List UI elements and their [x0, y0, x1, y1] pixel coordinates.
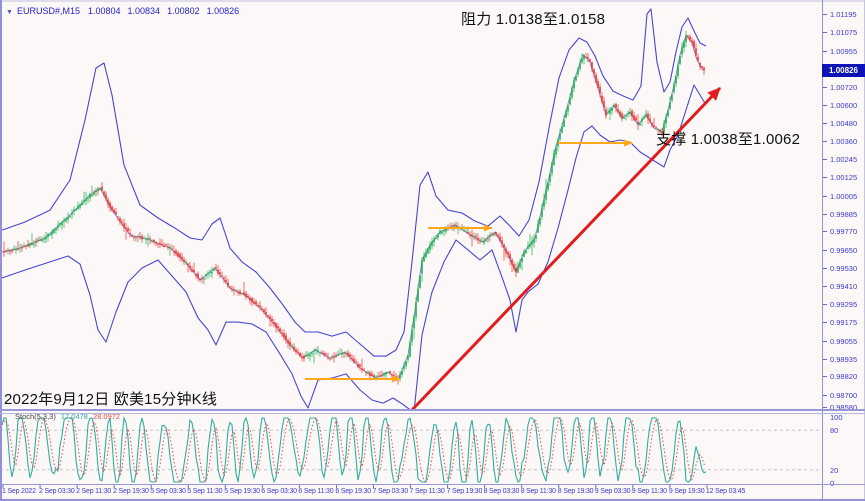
time-tick-label: 1 Sep 2022 — [2, 488, 36, 495]
stoch-indicator-label: Stoch(5,3,3) 17.0478 28.0972 — [15, 412, 120, 421]
ohlc-open-value: 1.00804 — [87, 6, 121, 16]
price-tick-label: 0.99175 — [830, 318, 858, 328]
price-tick — [823, 268, 827, 269]
stoch-d-value: 28.0972 — [92, 412, 121, 421]
price-tick-label: 0.99885 — [830, 209, 858, 219]
time-axis-divider — [0, 484, 865, 485]
time-tick-label: 7 Sep 11:30 — [409, 488, 445, 495]
resistance-annotation[interactable]: 阻力 1.0138至1.0158 — [461, 11, 606, 28]
price-tick-label: 1.00600 — [830, 100, 858, 110]
price-tick — [823, 249, 827, 251]
price-tick — [823, 394, 827, 396]
subwindow-divider-inner — [0, 413, 865, 414]
stoch-scale-label: 80 — [830, 426, 839, 436]
price-tick — [823, 123, 827, 125]
price-tick-label: 1.00480 — [830, 119, 858, 129]
time-tick-label: 2 Sep 19:30 — [113, 488, 149, 495]
time-tick-label: 7 Sep 19:30 — [446, 488, 483, 495]
price-tick — [823, 231, 827, 233]
price-tick — [823, 159, 827, 160]
price-tick-label: 1.00245 — [830, 155, 858, 164]
price-tick — [823, 141, 827, 143]
price-tick — [823, 213, 827, 215]
time-axis[interactable]: 1 Sep 2022 2 Sep 03:30 2 Sep 11:30 2 Sep 19… — [0, 487, 822, 500]
price-tick-label: 0.98935 — [830, 354, 858, 364]
time-tick-label: 2 Sep 03:30 — [39, 488, 75, 495]
window-left-edge — [0, 0, 2, 501]
time-tick-label: 8 Sep 03:30 — [483, 488, 520, 495]
price-tick — [823, 322, 827, 324]
stoch-scale-label: 0 — [830, 479, 834, 488]
price-tick — [823, 376, 827, 378]
price-tick-label: 1.00360 — [830, 137, 858, 147]
time-tick-label: 6 Sep 11:30 — [298, 488, 334, 495]
price-tick — [823, 177, 827, 179]
price-tick-label: 1.01075 — [830, 28, 858, 38]
price-tick-label: 0.98700 — [830, 390, 858, 400]
time-tick-label: 9 Sep 11:30 — [631, 488, 667, 495]
ohlc-close-value: 1.00826 — [206, 6, 240, 16]
main-chart[interactable] — [1, 8, 707, 412]
ohlc-high-value: 1.00834 — [127, 6, 161, 16]
price-axis[interactable]: 1.01195 1.01075 1.00955 1.00720 1.00600 1.004… — [823, 0, 865, 501]
time-tick-label: 5 Sep 19:30 — [224, 488, 260, 495]
price-tick — [823, 14, 827, 15]
price-tick-label: 1.00955 — [830, 46, 858, 56]
trend-arrow-line — [410, 86, 722, 412]
price-tick-label: 0.99295 — [830, 299, 858, 309]
price-tick — [823, 407, 827, 408]
time-tick-label: 5 Sep 03:30 — [150, 488, 186, 495]
price-tick — [823, 86, 827, 88]
price-tick — [823, 303, 827, 305]
time-tick-label: 6 Sep 03:30 — [261, 488, 297, 495]
price-tick — [823, 286, 827, 288]
price-tick — [823, 104, 827, 106]
price-tick — [823, 32, 827, 34]
time-tick-label: 9 Sep 19:30 — [668, 488, 705, 495]
price-tick-label: 0.98820 — [830, 372, 858, 382]
chart-objects[interactable] — [305, 86, 722, 412]
price-tick — [823, 50, 827, 52]
time-tick-label: 8 Sep 19:30 — [557, 488, 594, 495]
date-annotation[interactable]: 2022年9月12日 欧美15分钟K线 — [4, 391, 218, 408]
symbol-timeframe-label: EURUSD#,M15 — [16, 6, 80, 16]
chart-header: ▼ EURUSD#,M15 1.00804 1.00834 1.00802 1.00826 — [6, 6, 246, 16]
time-tick-label: 5 Sep 11:30 — [187, 488, 223, 495]
chevron-down-icon[interactable]: ▼ — [6, 9, 13, 16]
stoch-chart[interactable] — [0, 415, 822, 484]
ohlc-low-value: 1.00802 — [167, 6, 200, 16]
time-tick-label: 12 Sep 03:45 — [705, 488, 746, 495]
time-tick-label: 8 Sep 11:30 — [520, 488, 556, 495]
time-tick-label: 6 Sep 19:30 — [335, 488, 371, 495]
price-tick-label: 0.99650 — [830, 245, 858, 255]
current-price-badge: 1.00826 — [822, 63, 865, 77]
price-tick-label: 0.99055 — [830, 336, 858, 346]
price-tick — [823, 340, 827, 342]
support-annotation[interactable]: 支撑 1.0038至1.0062 — [656, 131, 801, 148]
price-tick-label: 1.00125 — [830, 173, 858, 183]
subwindow-divider[interactable] — [0, 409, 865, 411]
window-top-edge — [0, 0, 865, 2]
stoch-scale-label: 20 — [830, 465, 839, 475]
price-tick-label: 0.98580 — [830, 403, 858, 412]
time-tick-label: 9 Sep 03:30 — [594, 488, 631, 495]
price-tick — [823, 195, 827, 197]
stoch-scale-label: 100 — [830, 413, 843, 422]
price-tick-label: 1.00720 — [830, 82, 858, 92]
price-tick — [823, 358, 827, 360]
window-bottom-edge — [0, 499, 865, 501]
price-tick-label: 0.99410 — [830, 282, 858, 292]
time-tick-label: 2 Sep 11:30 — [76, 488, 112, 495]
price-tick-label: 1.01195 — [830, 10, 857, 19]
stoch-name: Stoch(5,3,3) — [15, 412, 56, 421]
price-axis-divider — [822, 0, 823, 501]
time-tick-label: 7 Sep 03:30 — [372, 488, 409, 495]
price-tick-label: 1.00005 — [830, 191, 858, 201]
stoch-k-value: 17.0478 — [60, 412, 88, 421]
price-tick-label: 0.99770 — [830, 227, 858, 237]
price-tick-label: 0.99530 — [830, 264, 858, 273]
